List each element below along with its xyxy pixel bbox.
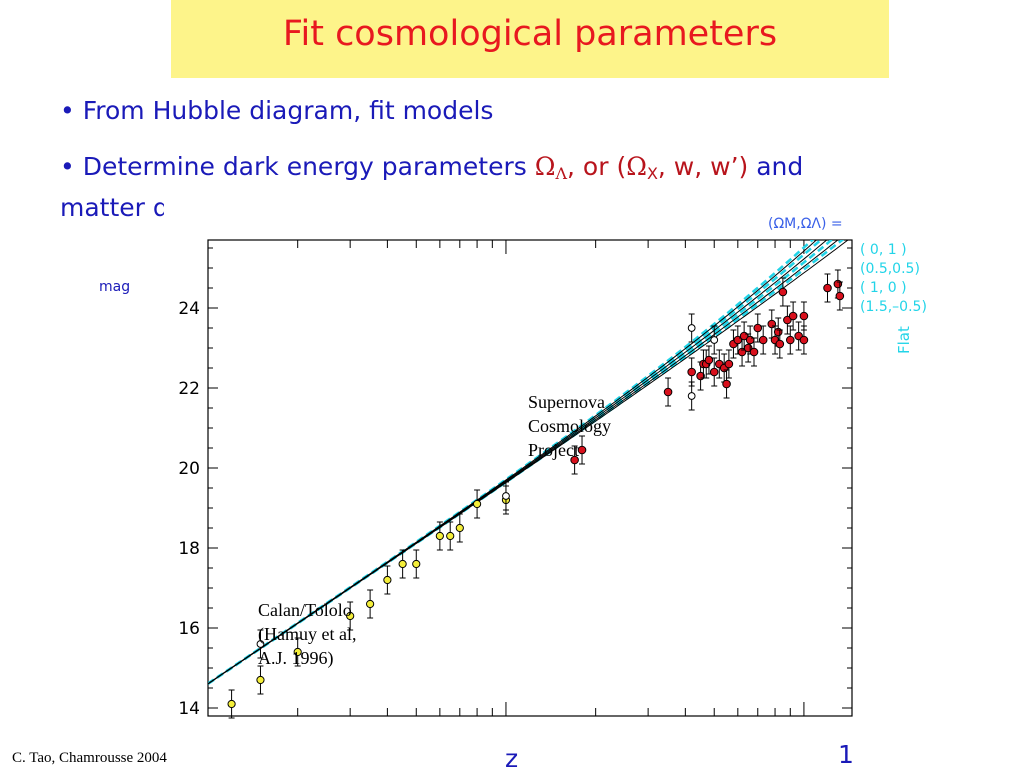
scp-point	[749, 347, 759, 357]
omega-x-symbol: Ω	[626, 152, 647, 181]
open-point	[687, 392, 696, 400]
lambda-subscript: Λ	[555, 164, 568, 183]
scp-point	[785, 335, 795, 345]
scp-point	[724, 359, 734, 369]
open-point	[502, 492, 510, 500]
y-axis-label: mag	[99, 279, 131, 295]
model-curve-solid	[208, 240, 849, 685]
open-point	[687, 324, 696, 332]
scp-point	[799, 335, 809, 345]
scp-point	[704, 355, 714, 365]
calan-tololo-point	[293, 647, 302, 657]
scp-point	[835, 291, 845, 301]
legend-entry: ( 0, 1 )	[860, 242, 907, 258]
scp-point	[833, 279, 843, 289]
bullet-dark-energy: • Determine dark energy parameters ΩΛ, o…	[60, 150, 960, 232]
scp-point	[758, 335, 768, 345]
x-axis-label: z	[505, 744, 519, 773]
legend-flat-label: Flat	[895, 326, 913, 354]
hubble-chart-svg: 14 16 18 20 22 24 Supernova Cosmology Project Cal…	[178, 216, 927, 719]
calan-tololo-point	[412, 559, 421, 569]
chart-annotation: (Hamuy et al,	[258, 624, 356, 645]
scp-point	[709, 367, 719, 377]
legend-entry: (0.5,0.5)	[860, 261, 920, 277]
calan-tololo-point	[455, 523, 464, 533]
y-tick-label: 22	[178, 379, 200, 399]
chart-annotation: Calan/Tololo	[258, 600, 352, 620]
calan-tololo-point	[256, 675, 265, 685]
bullet-hubble: • From Hubble diagram, fit models	[60, 96, 494, 125]
y-tick-label: 18	[178, 539, 200, 559]
calan-tololo-point	[472, 499, 482, 509]
calan-tololo-point	[446, 531, 455, 541]
scp-point	[783, 315, 792, 325]
bullet2-or: , or (	[567, 152, 627, 181]
scp-point	[767, 319, 777, 329]
scp-point	[745, 335, 755, 345]
footer-author: C. Tao, Chamrousse 2004	[12, 750, 167, 766]
scp-point	[753, 323, 763, 333]
scp-point	[577, 445, 587, 455]
open-point	[256, 640, 265, 648]
y-tick-label: 16	[178, 619, 200, 639]
title-banner: Fit cosmological parameters	[171, 0, 889, 78]
scp-point	[687, 367, 696, 377]
scp-point	[773, 327, 783, 337]
legend-entry: ( 1, 0 )	[860, 280, 907, 296]
calan-tololo-point	[366, 599, 375, 609]
x-subscript: X	[646, 164, 658, 183]
scp-point	[570, 455, 579, 465]
slide-title: Fit cosmological parameters	[282, 14, 778, 54]
calan-tololo-point	[383, 575, 392, 585]
y-tick-label: 24	[178, 299, 200, 319]
scp-point	[823, 283, 832, 293]
calan-tololo-point	[435, 531, 444, 541]
chart-annotation: Project	[528, 440, 579, 460]
chart-annotation: Cosmology	[528, 416, 611, 436]
legend-header: (ΩM,ΩΛ) =	[768, 216, 843, 232]
page-number: 1	[838, 740, 854, 769]
bullet2-w: , w, w’)	[657, 152, 757, 181]
calan-tololo-point	[346, 611, 355, 621]
scp-point	[663, 387, 673, 397]
bullet2-and: and	[756, 152, 804, 181]
omega-symbol: Ω	[534, 152, 556, 181]
calan-tololo-point	[227, 699, 236, 709]
open-point	[710, 336, 719, 344]
chart-annotation: Supernova	[528, 392, 605, 412]
legend-entry: (1.5,–0.5)	[860, 299, 927, 315]
hubble-diagram: 14 16 18 20 22 24 Supernova Cosmology Project Cal…	[164, 196, 950, 734]
calan-tololo-point	[398, 559, 407, 569]
chart-annotation: A.J. 1996)	[258, 648, 334, 669]
bullet2-prefix: • Determine dark energy parameters	[60, 152, 535, 181]
scp-point	[778, 287, 788, 297]
plot-frame	[207, 239, 853, 717]
scp-point	[775, 339, 785, 349]
y-tick-label: 20	[178, 459, 200, 479]
scp-point	[788, 311, 798, 321]
y-tick-label: 14	[178, 699, 200, 719]
scp-point	[722, 379, 731, 389]
scp-point	[799, 311, 809, 321]
